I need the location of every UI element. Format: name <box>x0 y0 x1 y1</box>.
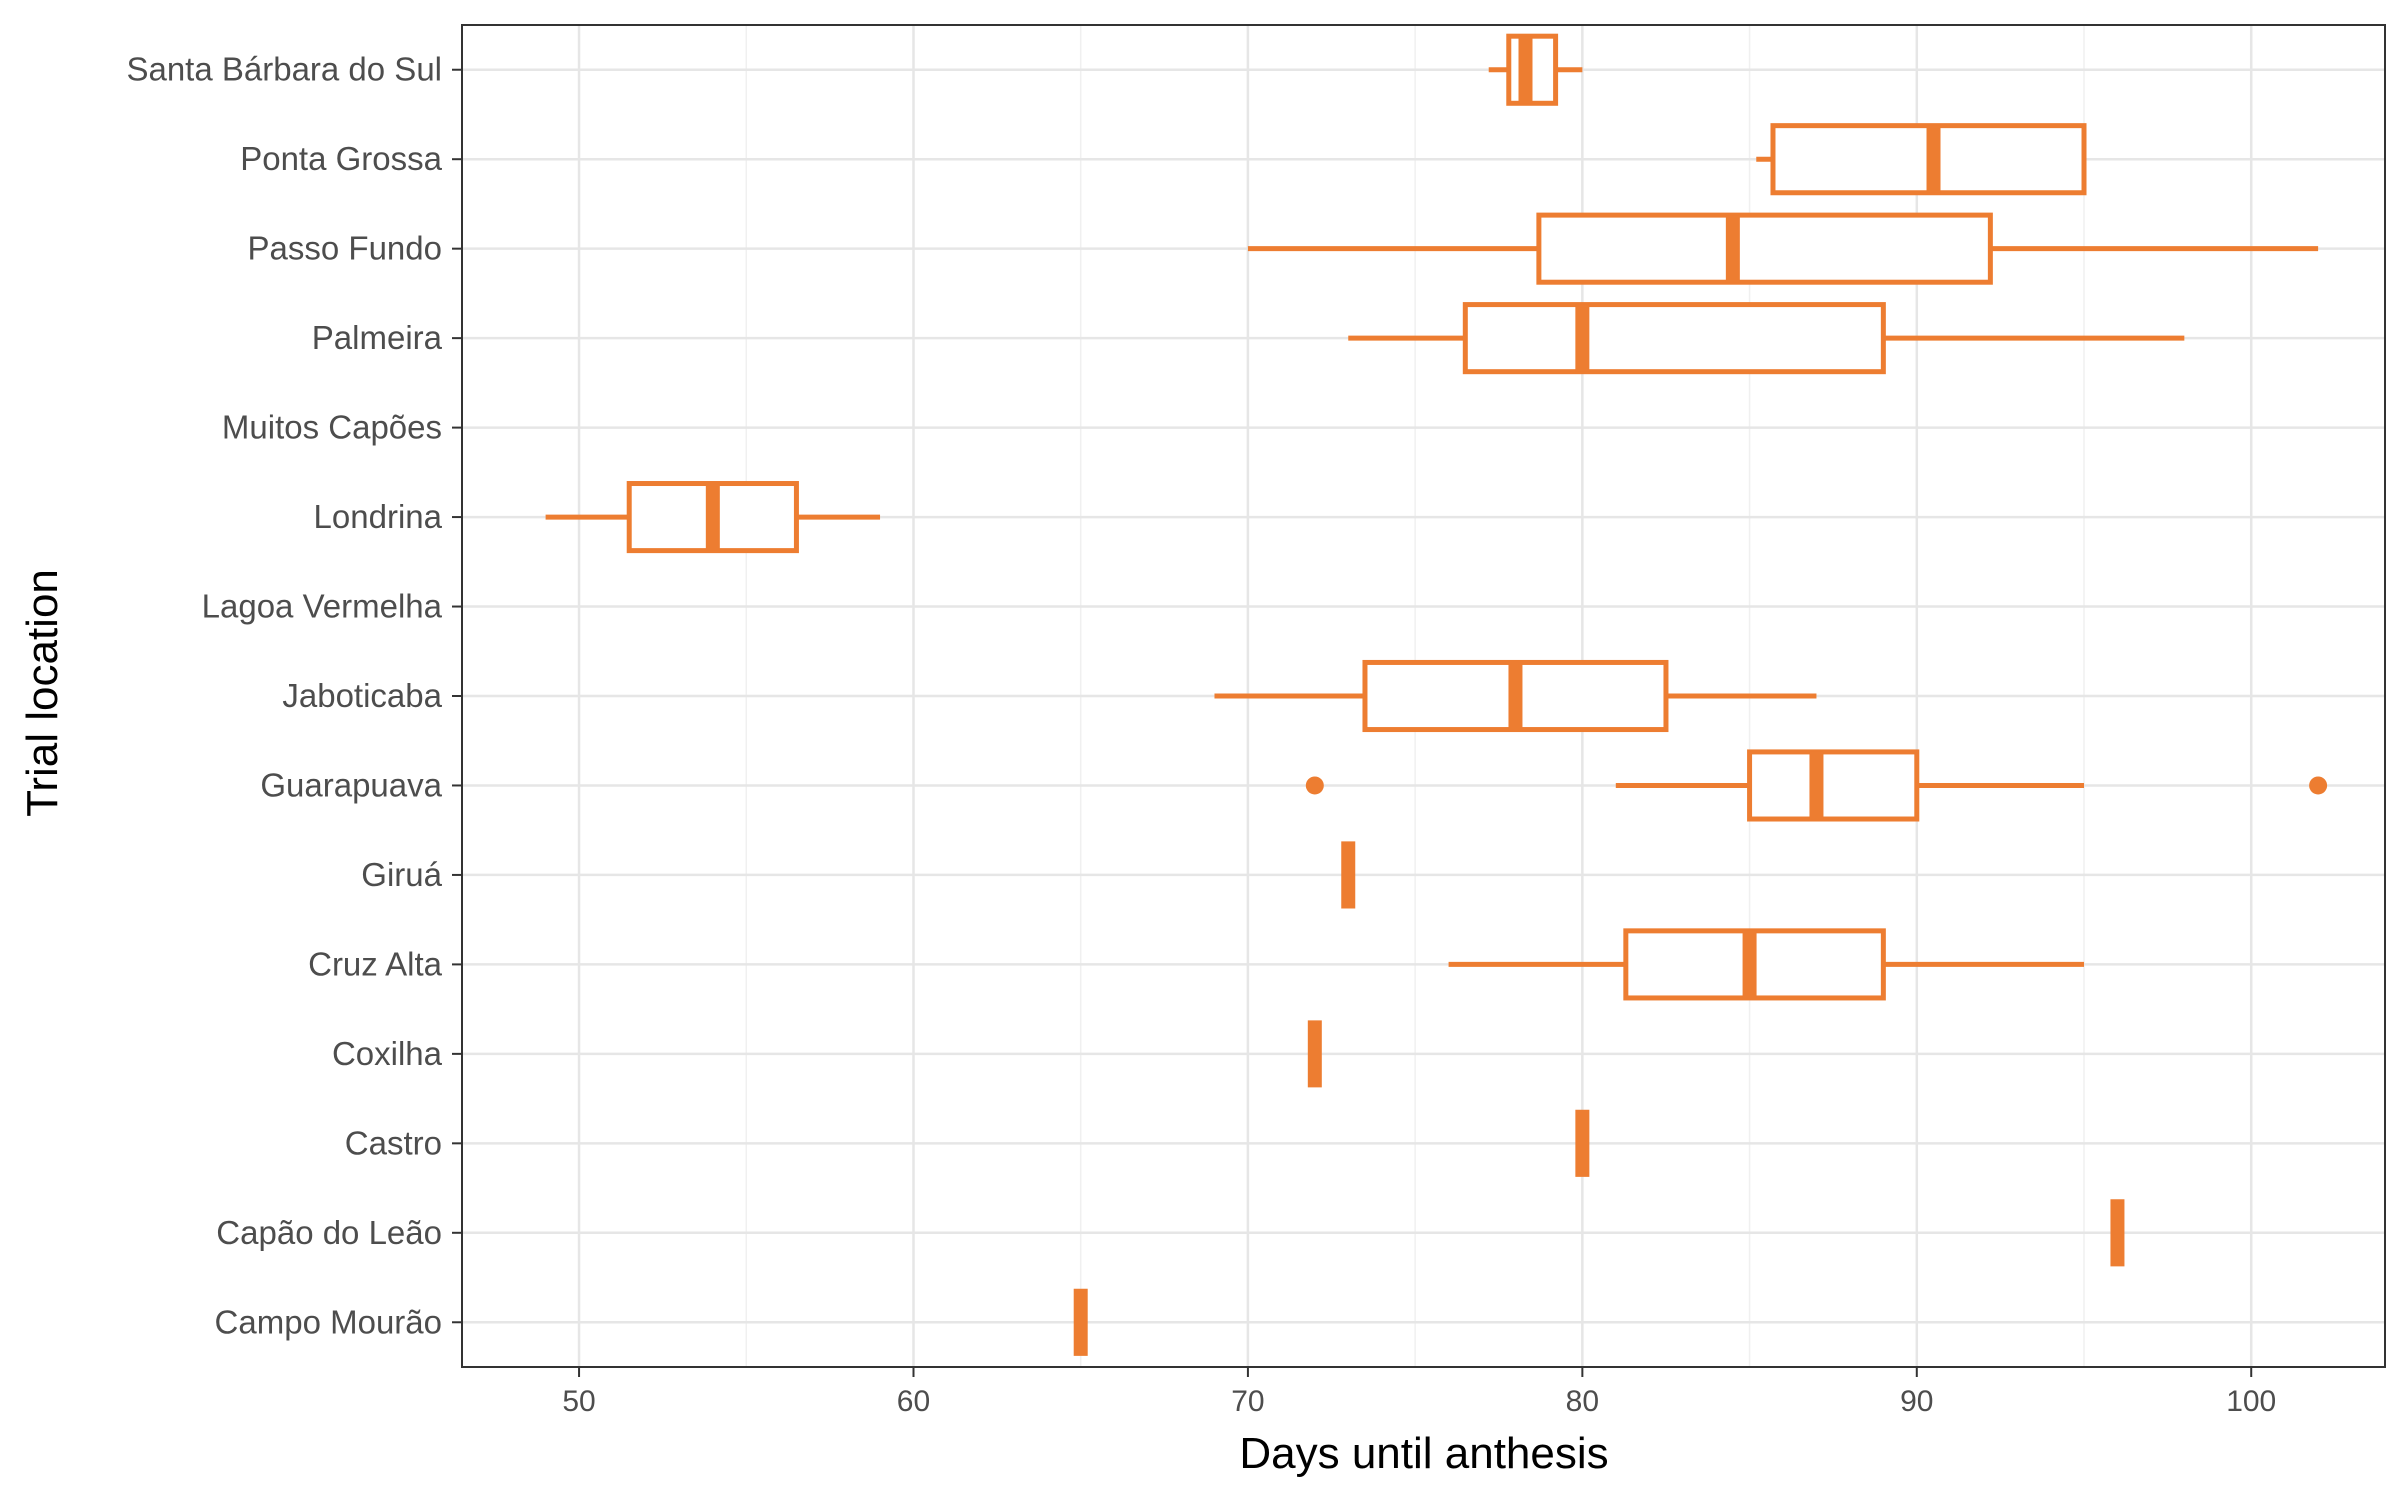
y-tick-label: Londrina <box>314 498 443 535</box>
y-tick-label: Muitos Capões <box>222 409 442 446</box>
x-axis: 50 60 70 80 90 100 <box>562 1367 2276 1418</box>
box-jaboticaba <box>1214 659 1817 733</box>
y-tick-label: Ponta Grossa <box>240 140 442 177</box>
x-tick-label: 70 <box>1231 1385 1264 1418</box>
box-cruz-alta <box>1448 928 2085 1001</box>
y-tick-label: Lagoa Vermelha <box>202 588 443 625</box>
box-guarapuava <box>1305 749 2328 822</box>
x-tick-label: 100 <box>2226 1385 2276 1418</box>
y-tick-label: Cruz Alta <box>308 945 443 982</box>
box-londrina <box>545 481 881 554</box>
box-palmeira <box>1348 302 2185 375</box>
y-tick-label: Castro <box>345 1124 442 1161</box>
x-axis-title: Days until anthesis <box>1239 1429 1608 1478</box>
box-iqr <box>1747 749 1920 822</box>
box-ponta-grossa <box>1756 123 2087 196</box>
y-axis: Santa Bárbara do Sul Ponta Grossa Passo Fu… <box>126 51 462 1340</box>
box-series <box>545 33 2328 1356</box>
y-axis-title: Trial location <box>18 569 67 817</box>
x-tick-label: 60 <box>897 1385 930 1418</box>
box-santa-bárbara-do-sul <box>1488 33 1583 106</box>
outlier-point <box>1305 776 1324 795</box>
y-tick-label: Guarapuava <box>260 766 442 803</box>
y-tick-label: Campo Mourão <box>215 1303 442 1340</box>
y-tick-label: Palmeira <box>312 319 443 356</box>
x-tick-label: 80 <box>1566 1385 1599 1418</box>
y-tick-label: Passo Fundo <box>248 230 442 267</box>
outlier-point <box>2309 776 2328 795</box>
y-tick-label: Santa Bárbara do Sul <box>126 51 442 88</box>
box-passo-fundo <box>1247 212 2319 285</box>
box-iqr <box>1462 302 1886 375</box>
y-tick-label: Giruá <box>361 856 442 893</box>
y-tick-label: Jaboticaba <box>282 677 442 714</box>
box-iqr <box>1536 212 1993 285</box>
y-tick-label: Coxilha <box>332 1035 443 1072</box>
y-tick-label: Capão do Leão <box>216 1214 442 1251</box>
x-tick-label: 90 <box>1900 1385 1933 1418</box>
x-tick-label: 50 <box>562 1385 595 1418</box>
